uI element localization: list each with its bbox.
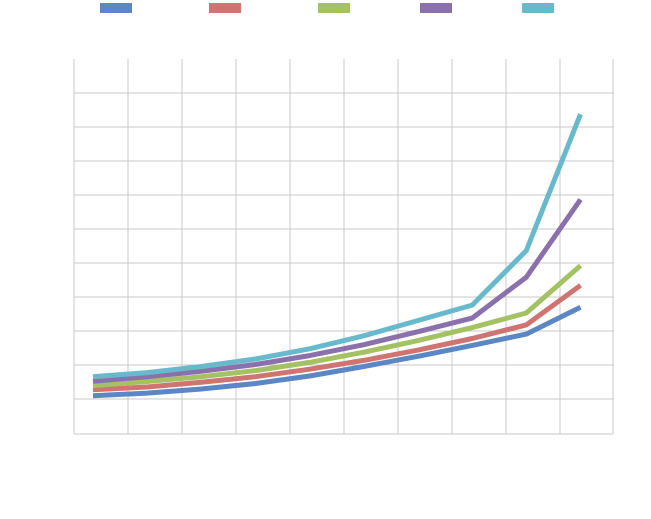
gridlines bbox=[73, 59, 614, 435]
legend bbox=[100, 3, 554, 13]
series-line-1 bbox=[92, 304, 582, 399]
legend-swatch-series-2 bbox=[209, 3, 241, 13]
series-line-3 bbox=[92, 263, 583, 389]
legend-swatch-series-1 bbox=[100, 3, 132, 13]
series-layer bbox=[92, 113, 583, 399]
legend-swatch-series-3 bbox=[318, 3, 350, 13]
series-line-4 bbox=[92, 198, 583, 384]
series-line-2 bbox=[92, 283, 582, 393]
series-line-5 bbox=[92, 113, 583, 380]
legend-swatch-series-5 bbox=[522, 3, 554, 13]
legend-swatch-series-4 bbox=[420, 3, 452, 13]
